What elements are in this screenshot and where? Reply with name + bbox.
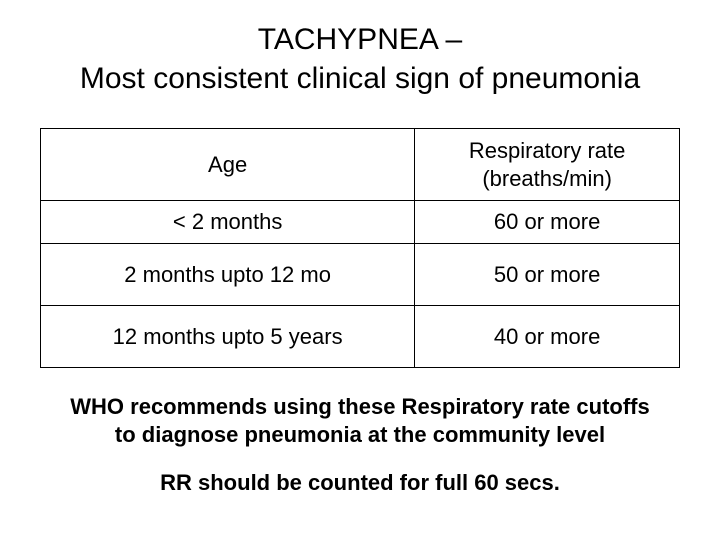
title-line-2: Most consistent clinical sign of pneumon… <box>70 59 650 98</box>
header-rate-line2: (breaths/min) <box>482 166 612 191</box>
table-header-row: Age Respiratory rate (breaths/min) <box>41 129 680 201</box>
cell-rate-0: 60 or more <box>415 201 680 244</box>
table-row: 12 months upto 5 years 40 or more <box>41 306 680 368</box>
tachypnea-table: Age Respiratory rate (breaths/min) < 2 m… <box>40 128 680 368</box>
cell-rate-1: 50 or more <box>415 244 680 306</box>
table-row: 2 months upto 12 mo 50 or more <box>41 244 680 306</box>
header-age: Age <box>41 129 415 201</box>
cell-age-2: 12 months upto 5 years <box>41 306 415 368</box>
cell-rate-2: 40 or more <box>415 306 680 368</box>
slide-title: TACHYPNEA – Most consistent clinical sig… <box>30 20 690 98</box>
cell-age-1: 2 months upto 12 mo <box>41 244 415 306</box>
title-line-1: TACHYPNEA – <box>70 20 650 59</box>
header-rate-line1: Respiratory rate <box>469 138 626 163</box>
counting-note: RR should be counted for full 60 secs. <box>30 470 690 496</box>
table-row: < 2 months 60 or more <box>41 201 680 244</box>
header-rate: Respiratory rate (breaths/min) <box>415 129 680 201</box>
cell-age-0: < 2 months <box>41 201 415 244</box>
who-recommendation: WHO recommends using these Respiratory r… <box>30 393 690 448</box>
